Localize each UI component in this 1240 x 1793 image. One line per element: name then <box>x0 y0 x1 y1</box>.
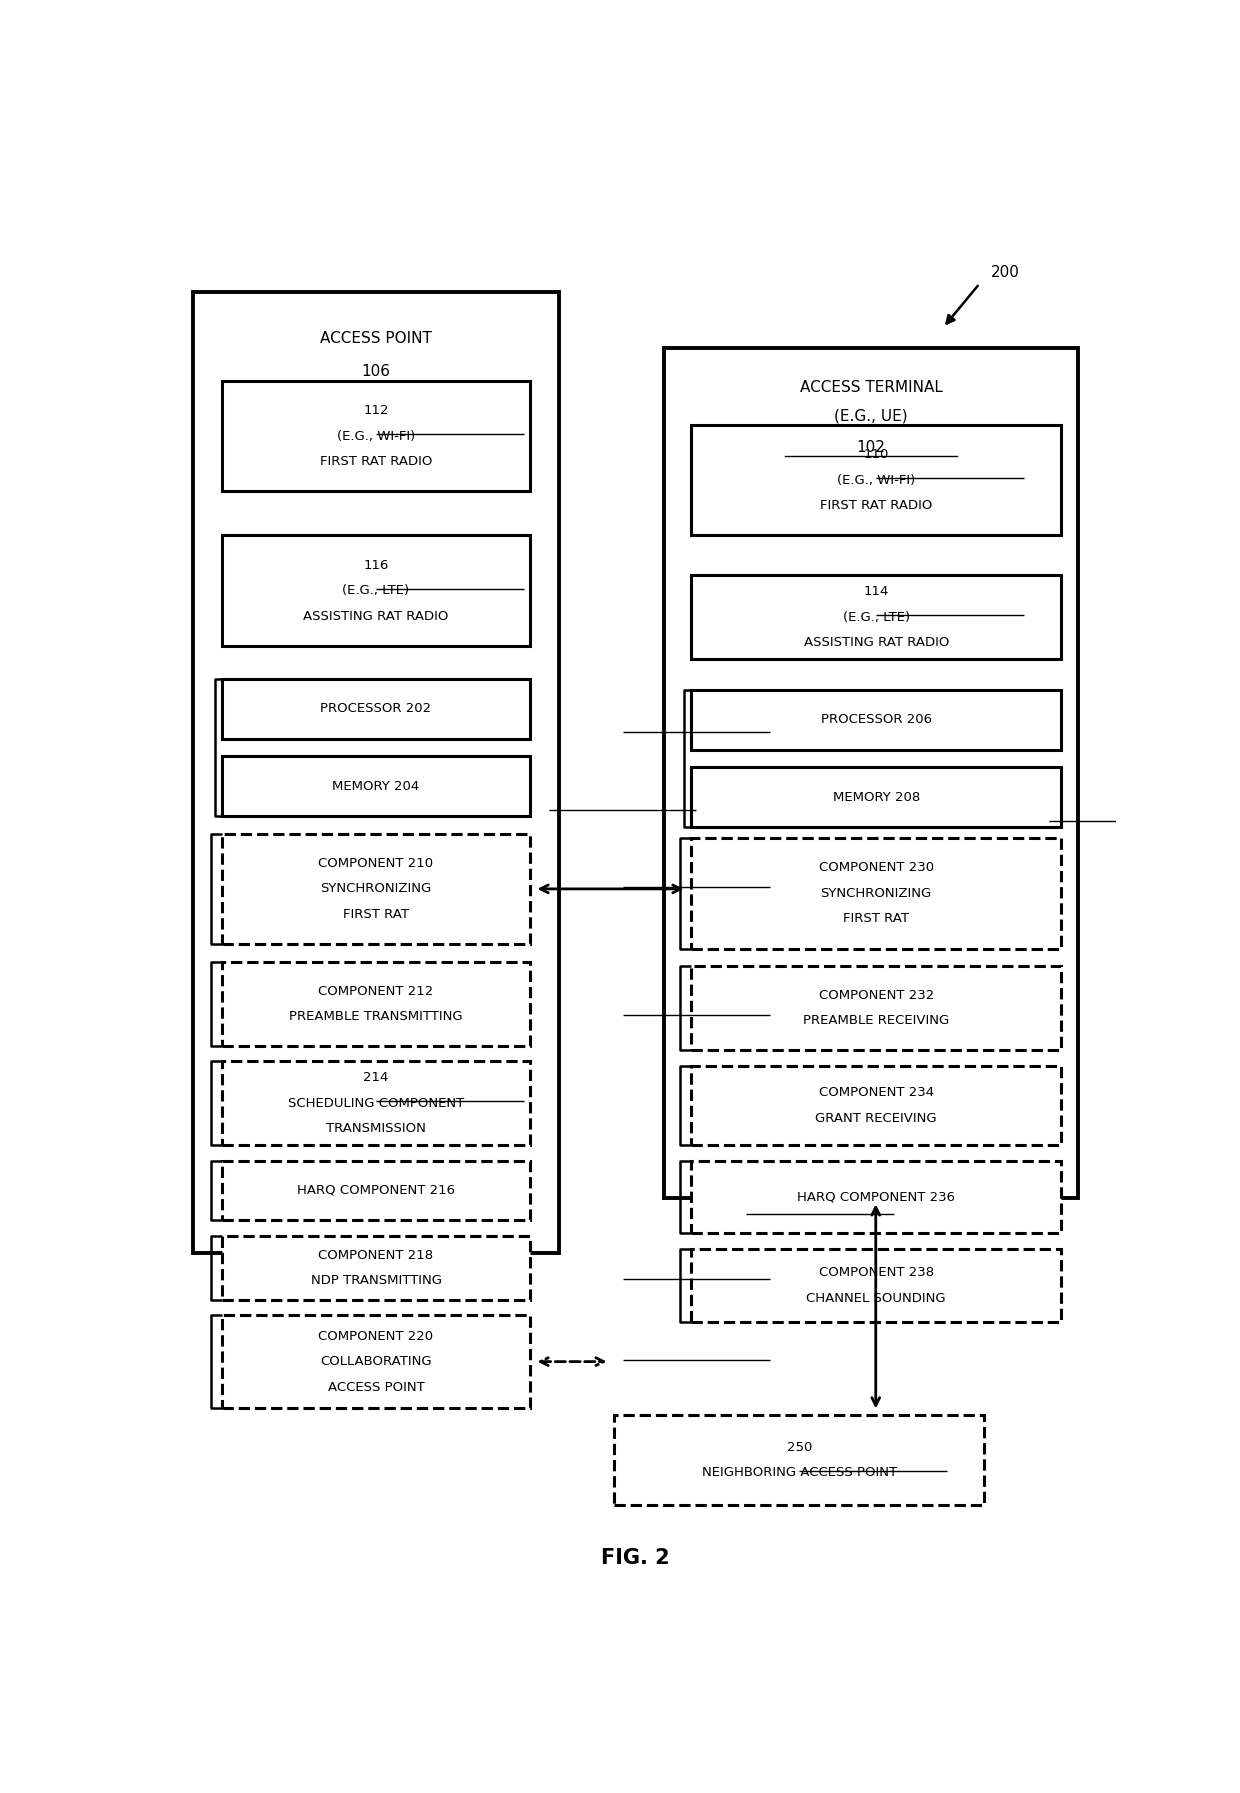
FancyBboxPatch shape <box>691 690 1061 749</box>
Text: TRANSMISSION: TRANSMISSION <box>326 1122 427 1135</box>
FancyBboxPatch shape <box>222 1160 529 1221</box>
Text: PREAMBLE RECEIVING: PREAMBLE RECEIVING <box>804 1015 950 1027</box>
FancyBboxPatch shape <box>691 1250 1061 1321</box>
Text: COLLABORATING: COLLABORATING <box>320 1356 432 1368</box>
Text: 116: 116 <box>363 559 388 572</box>
Text: HARQ COMPONENT 216: HARQ COMPONENT 216 <box>298 1183 455 1198</box>
FancyBboxPatch shape <box>691 1065 1061 1146</box>
Text: COMPONENT 230: COMPONENT 230 <box>818 861 934 875</box>
Text: 114: 114 <box>863 585 889 599</box>
Text: PREAMBLE TRANSMITTING: PREAMBLE TRANSMITTING <box>289 1009 463 1024</box>
FancyBboxPatch shape <box>691 425 1061 536</box>
Text: CHANNEL SOUNDING: CHANNEL SOUNDING <box>806 1291 946 1305</box>
Text: COMPONENT 210: COMPONENT 210 <box>319 857 434 870</box>
Text: PROCESSOR 206: PROCESSOR 206 <box>821 714 931 726</box>
Text: ASSISTING RAT RADIO: ASSISTING RAT RADIO <box>804 637 949 649</box>
FancyBboxPatch shape <box>222 536 529 645</box>
Text: 110: 110 <box>863 448 889 461</box>
FancyBboxPatch shape <box>665 348 1078 1198</box>
Text: MEMORY 208: MEMORY 208 <box>832 791 920 803</box>
FancyBboxPatch shape <box>222 380 529 491</box>
Text: ACCESS POINT: ACCESS POINT <box>320 332 432 346</box>
FancyBboxPatch shape <box>222 680 529 739</box>
Text: SYNCHRONIZING: SYNCHRONIZING <box>821 888 931 900</box>
Text: ACCESS POINT: ACCESS POINT <box>327 1381 424 1393</box>
Text: PROCESSOR 202: PROCESSOR 202 <box>320 703 432 715</box>
FancyBboxPatch shape <box>691 1160 1061 1234</box>
Text: FIRST RAT: FIRST RAT <box>343 907 409 922</box>
Text: ASSISTING RAT RADIO: ASSISTING RAT RADIO <box>304 610 449 622</box>
FancyBboxPatch shape <box>691 966 1061 1051</box>
FancyBboxPatch shape <box>222 1061 529 1146</box>
Text: SYNCHRONIZING: SYNCHRONIZING <box>320 882 432 895</box>
Text: NDP TRANSMITTING: NDP TRANSMITTING <box>310 1275 441 1287</box>
Text: COMPONENT 234: COMPONENT 234 <box>818 1087 934 1099</box>
FancyBboxPatch shape <box>193 292 558 1253</box>
FancyBboxPatch shape <box>691 837 1061 948</box>
Text: (E.G., UE): (E.G., UE) <box>835 409 908 423</box>
Text: FIRST RAT RADIO: FIRST RAT RADIO <box>320 455 433 468</box>
Text: HARQ COMPONENT 236: HARQ COMPONENT 236 <box>797 1191 955 1203</box>
Text: ACCESS TERMINAL: ACCESS TERMINAL <box>800 380 942 394</box>
Text: (E.G., LTE): (E.G., LTE) <box>843 611 910 624</box>
FancyBboxPatch shape <box>691 576 1061 660</box>
FancyBboxPatch shape <box>614 1415 985 1504</box>
Text: GRANT RECEIVING: GRANT RECEIVING <box>816 1112 937 1124</box>
FancyBboxPatch shape <box>222 961 529 1045</box>
Text: 200: 200 <box>991 265 1021 280</box>
Text: COMPONENT 232: COMPONENT 232 <box>818 990 934 1002</box>
Text: 106: 106 <box>362 364 391 380</box>
FancyBboxPatch shape <box>222 834 529 945</box>
Text: FIRST RAT: FIRST RAT <box>843 913 909 925</box>
Text: COMPONENT 238: COMPONENT 238 <box>818 1266 934 1278</box>
Text: COMPONENT 212: COMPONENT 212 <box>319 984 434 997</box>
Text: COMPONENT 218: COMPONENT 218 <box>319 1248 434 1262</box>
Text: FIG. 2: FIG. 2 <box>601 1547 670 1569</box>
Text: MEMORY 204: MEMORY 204 <box>332 780 419 793</box>
Text: NEIGHBORING ACCESS POINT: NEIGHBORING ACCESS POINT <box>702 1467 897 1479</box>
Text: (E.G., WI-FI): (E.G., WI-FI) <box>337 430 415 443</box>
Text: (E.G., WI-FI): (E.G., WI-FI) <box>837 473 915 486</box>
FancyBboxPatch shape <box>222 757 529 816</box>
Text: FIRST RAT RADIO: FIRST RAT RADIO <box>820 498 932 513</box>
FancyBboxPatch shape <box>691 767 1061 827</box>
Text: 214: 214 <box>363 1070 388 1085</box>
Text: 112: 112 <box>363 403 389 418</box>
FancyBboxPatch shape <box>222 1316 529 1408</box>
FancyBboxPatch shape <box>222 1235 529 1300</box>
Text: SCHEDULING COMPONENT: SCHEDULING COMPONENT <box>288 1097 464 1110</box>
Text: COMPONENT 220: COMPONENT 220 <box>319 1330 434 1343</box>
Text: (E.G., LTE): (E.G., LTE) <box>342 585 409 597</box>
Text: 102: 102 <box>857 439 885 455</box>
Text: 250: 250 <box>786 1442 812 1454</box>
